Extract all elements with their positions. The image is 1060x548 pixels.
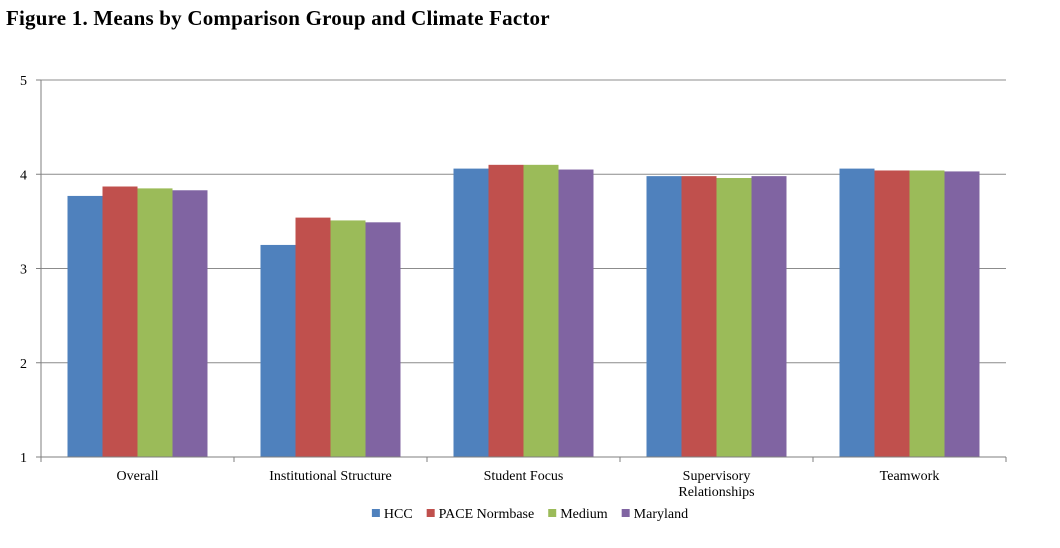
- bar-medium: [137, 188, 173, 457]
- y-tick-labels: 1 2 3 4 5: [20, 74, 27, 466]
- bar-medium: [716, 178, 752, 457]
- axes: [36, 79, 1007, 462]
- legend-swatch-maryland: [621, 509, 630, 517]
- x-category-labels: Overall Institutional Structure Student Fo…: [117, 469, 940, 500]
- bar-medium: [909, 170, 945, 458]
- y-tick-label: 2: [20, 357, 27, 372]
- legend-swatch-medium: [548, 509, 557, 517]
- bar-pace-normbase: [874, 170, 910, 458]
- bar-maryland: [172, 190, 208, 457]
- x-category-label: Student Focus: [484, 469, 564, 484]
- bar-hcc: [67, 195, 103, 458]
- legend-label-medium: Medium: [560, 507, 608, 522]
- chart-title: Figure 1. Means by Comparison Group and …: [6, 6, 550, 30]
- bar-maryland: [751, 176, 787, 457]
- bar-hcc: [260, 244, 296, 457]
- y-tick-label: 5: [20, 74, 27, 89]
- legend-label-hcc: HCC: [384, 507, 413, 522]
- bar-pace-normbase: [681, 176, 717, 457]
- x-category-label: Relationships: [678, 485, 754, 500]
- bar-hcc: [453, 168, 489, 457]
- y-tick-label: 3: [20, 263, 27, 278]
- bar-hcc: [839, 168, 875, 457]
- bar-pace-normbase: [488, 164, 524, 457]
- bar-hcc: [646, 176, 682, 457]
- bar-pace-normbase: [102, 186, 138, 457]
- y-tick-label: 1: [20, 451, 27, 466]
- x-category-label: Institutional Structure: [269, 469, 391, 484]
- legend-swatch-pace-normbase: [426, 509, 435, 517]
- bar-maryland: [944, 171, 980, 458]
- legend: HCC PACE Normbase Medium Maryland: [371, 507, 688, 522]
- bar-maryland: [558, 169, 594, 457]
- bar-pace-normbase: [295, 217, 331, 457]
- legend-label-pace-normbase: PACE Normbase: [439, 507, 535, 522]
- bars: [67, 164, 980, 458]
- legend-swatch-hcc: [371, 509, 380, 517]
- y-tick-label: 4: [20, 168, 27, 183]
- bar-medium: [330, 220, 366, 457]
- legend-label-maryland: Maryland: [634, 507, 688, 522]
- bar-medium: [523, 164, 559, 457]
- x-category-label: Supervisory: [683, 469, 751, 484]
- bar-maryland: [365, 222, 401, 457]
- x-category-label: Teamwork: [880, 469, 940, 484]
- x-category-label: Overall: [117, 469, 159, 484]
